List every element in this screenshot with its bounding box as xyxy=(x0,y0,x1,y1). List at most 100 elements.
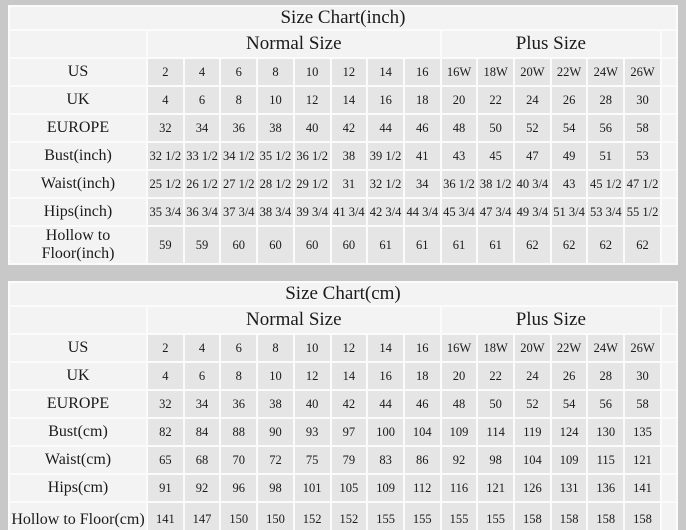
size-value-cell: 36 xyxy=(221,115,257,141)
size-value-cell: 6 xyxy=(221,335,257,361)
size-value-cell: 54 xyxy=(551,391,587,417)
size-value-cell: 155 xyxy=(478,503,514,530)
row-label: Hips(cm) xyxy=(10,475,146,501)
size-value-cell: 8 xyxy=(221,363,257,389)
table-title-cm: Size Chart(cm) xyxy=(10,283,676,305)
size-value-cell: 39 3/4 xyxy=(294,199,330,225)
spacer-cell xyxy=(661,143,676,169)
size-value-cell: 60 xyxy=(258,227,293,263)
size-value-cell: 61 xyxy=(368,227,403,263)
size-value-cell: 62 xyxy=(515,227,550,263)
size-value-cell: 86 xyxy=(404,447,440,473)
size-value-cell: 26W xyxy=(625,59,660,85)
size-value-cell: 41 xyxy=(404,143,440,169)
size-value-cell: 42 xyxy=(331,391,367,417)
size-value-cell: 98 xyxy=(258,475,293,501)
size-value-cell: 26 xyxy=(551,87,587,113)
size-value-cell: 28 xyxy=(588,363,624,389)
size-value-cell: 104 xyxy=(515,447,550,473)
title-row: Size Chart(cm) xyxy=(10,283,676,305)
spacer-cell xyxy=(661,227,676,263)
size-value-cell: 56 xyxy=(588,115,624,141)
corner-cell xyxy=(10,31,146,57)
table-row: Hips(cm) 91 92 96 98 101 105 109 112 116 121 126 131… xyxy=(10,475,676,501)
spacer-cell xyxy=(661,335,676,361)
size-value-cell: 82 xyxy=(148,419,183,445)
size-value-cell: 119 xyxy=(515,419,550,445)
size-value-cell: 158 xyxy=(515,503,550,530)
size-value-cell: 40 xyxy=(294,391,330,417)
size-chart-inch-table: Size Chart(inch) Normal Size Plus Size U… xyxy=(8,5,678,265)
size-value-cell: 45 3/4 xyxy=(441,199,477,225)
size-value-cell: 46 xyxy=(404,391,440,417)
size-value-cell: 92 xyxy=(184,475,220,501)
size-value-cell: 20W xyxy=(515,335,550,361)
size-value-cell: 20 xyxy=(441,363,477,389)
table-row: Bust(inch) 32 1/2 33 1/2 34 1/2 35 1/2 36 1/2… xyxy=(10,143,676,169)
table-row: Waist(inch) 25 1/2 26 1/2 27 1/2 28 1/2 29 1/… xyxy=(10,171,676,197)
size-value-cell: 40 3/4 xyxy=(515,171,550,197)
size-value-cell: 65 xyxy=(148,447,183,473)
size-value-cell: 61 xyxy=(478,227,514,263)
size-value-cell: 75 xyxy=(294,447,330,473)
size-value-cell: 83 xyxy=(368,447,403,473)
size-value-cell: 55 1/2 xyxy=(625,199,660,225)
row-label: Bust(inch) xyxy=(10,143,146,169)
size-value-cell: 38 xyxy=(258,391,293,417)
size-value-cell: 61 xyxy=(404,227,440,263)
size-value-cell: 150 xyxy=(258,503,293,530)
size-value-cell: 16 xyxy=(404,335,440,361)
size-value-cell: 45 xyxy=(478,143,514,169)
size-value-cell: 96 xyxy=(221,475,257,501)
size-value-cell: 93 xyxy=(294,419,330,445)
spacer-cell xyxy=(661,199,676,225)
size-value-cell: 12 xyxy=(331,59,367,85)
size-value-cell: 112 xyxy=(404,475,440,501)
size-value-cell: 141 xyxy=(625,475,660,501)
size-value-cell: 59 xyxy=(148,227,183,263)
size-value-cell: 30 xyxy=(625,363,660,389)
size-value-cell: 32 xyxy=(148,115,183,141)
table-row: Hollow to Floor(inch) 59 59 60 60 60 60 61 61 61 6… xyxy=(10,227,676,263)
size-value-cell: 34 1/2 xyxy=(221,143,257,169)
table-title-inch: Size Chart(inch) xyxy=(10,7,676,29)
size-value-cell: 88 xyxy=(221,419,257,445)
size-value-cell: 6 xyxy=(184,87,220,113)
size-value-cell: 84 xyxy=(184,419,220,445)
size-value-cell: 38 1/2 xyxy=(478,171,514,197)
row-label: UK xyxy=(10,87,146,113)
size-value-cell: 10 xyxy=(258,87,293,113)
size-value-cell: 18W xyxy=(478,335,514,361)
size-value-cell: 97 xyxy=(331,419,367,445)
size-value-cell: 109 xyxy=(551,447,587,473)
size-value-cell: 38 3/4 xyxy=(258,199,293,225)
size-value-cell: 61 xyxy=(441,227,477,263)
row-label: EUROPE xyxy=(10,391,146,417)
size-value-cell: 60 xyxy=(294,227,330,263)
size-value-cell: 16 xyxy=(368,87,403,113)
table-row: US 2 4 6 8 10 12 14 16 16W 18W 20W 22W 24W 26W xyxy=(10,335,676,361)
size-value-cell: 34 xyxy=(184,391,220,417)
size-value-cell: 14 xyxy=(368,335,403,361)
size-value-cell: 52 xyxy=(515,391,550,417)
size-value-cell: 38 xyxy=(258,115,293,141)
size-value-cell: 26 xyxy=(551,363,587,389)
size-value-cell: 100 xyxy=(368,419,403,445)
size-value-cell: 121 xyxy=(478,475,514,501)
size-value-cell: 31 xyxy=(331,171,367,197)
table-row: US 2 4 6 8 10 12 14 16 16W 18W 20W 22W 24W 26W xyxy=(10,59,676,85)
spacer-cell xyxy=(661,419,676,445)
table-row: UK 4 6 8 10 12 14 16 18 20 22 24 26 28 30 xyxy=(10,87,676,113)
size-value-cell: 14 xyxy=(331,363,367,389)
size-value-cell: 36 3/4 xyxy=(184,199,220,225)
size-value-cell: 158 xyxy=(551,503,587,530)
spacer-cell xyxy=(661,447,676,473)
group-header-row: Normal Size Plus Size xyxy=(10,31,676,57)
size-value-cell: 34 xyxy=(404,171,440,197)
size-value-cell: 18 xyxy=(404,363,440,389)
size-value-cell: 10 xyxy=(294,335,330,361)
size-value-cell: 114 xyxy=(478,419,514,445)
size-value-cell: 6 xyxy=(184,363,220,389)
size-value-cell: 2 xyxy=(148,59,183,85)
table-row: EUROPE 32 34 36 38 40 42 44 46 48 50 52 54 56 58 xyxy=(10,391,676,417)
